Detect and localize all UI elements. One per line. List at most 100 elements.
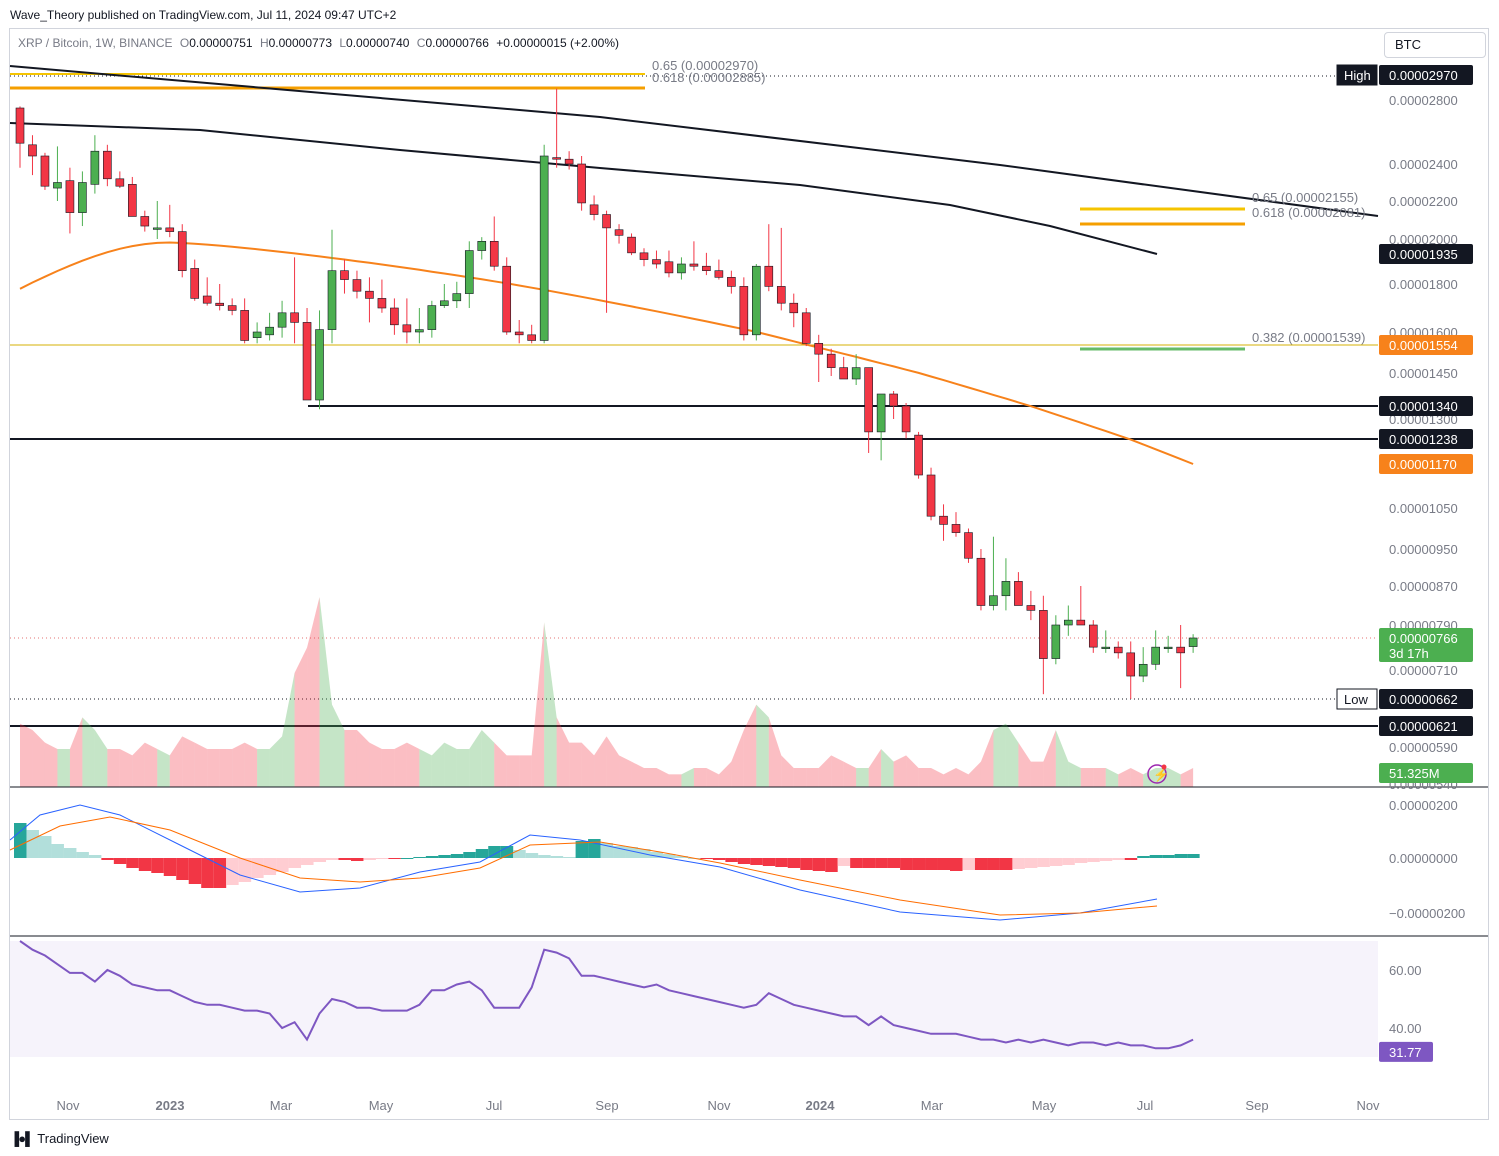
macd-histogram-bar [1124,858,1138,860]
event-lightning-icon [1147,764,1167,784]
candle-body [15,107,25,144]
open-key: O [179,36,190,50]
volume-segment [1030,761,1044,787]
volume-segment [82,717,95,787]
volume-segment [257,749,270,787]
macd-line [9,804,1158,921]
candle [340,259,349,294]
volume-segment [1118,768,1131,787]
candle-body [589,204,599,215]
macd-histogram-bar [1187,854,1200,858]
publisher-line: Wave_Theory published on TradingView.com… [10,8,397,22]
price-tag-label-bg [1336,688,1378,710]
volume-segment [119,749,133,787]
volume-segment [581,742,595,787]
volume-segment [219,749,233,787]
lightning-glyph: ⚡ [1153,767,1169,783]
candle [452,281,462,308]
candle-body [140,216,150,227]
candle-body [215,302,224,306]
volume-segment [369,742,382,787]
candle [315,310,324,410]
volume-segment [469,730,482,787]
volume-segment [194,742,208,787]
volume-segment [307,597,320,787]
volume-segment [506,755,520,787]
price-axis-tick: 0.00000590 [1389,740,1458,755]
candle-body [152,227,162,230]
candle-body [340,270,349,280]
candle-body [177,231,187,271]
candle [202,277,212,306]
rsi-axis-tick: 40.00 [1389,1021,1422,1036]
volume-segment [893,755,907,787]
macd-histogram-bar [737,858,751,864]
candle-body [1088,624,1098,648]
volume-segment [57,749,70,787]
macd-histogram-bar [563,857,576,858]
price-tag-bg [1379,454,1473,474]
macd-histogram-bar [550,856,564,858]
volume-segment [569,742,582,787]
macd-histogram-bar [825,858,838,872]
candle-body [939,515,948,525]
candle [1151,630,1160,670]
volume-segment [1180,768,1194,787]
candle-body [240,310,249,341]
macd-histogram-bar [313,858,327,862]
volume-segment [356,730,370,787]
candle-body [814,343,824,355]
volume-segment [731,730,744,787]
candle-body [627,236,636,254]
currency-selector[interactable]: BTC [1384,32,1486,58]
volume-segment [706,768,719,787]
macd-histogram-bar [525,853,539,858]
volume-segment [1093,768,1106,787]
price-tag-label: High [1344,68,1371,83]
candle-body [851,367,861,380]
volume-segment [931,768,944,787]
macd-histogram-bar [1099,858,1113,861]
tradingview-logo[interactable]: ▐●▌ TradingView [10,1131,109,1146]
price-tag-bg [1379,628,1473,662]
macd-histogram-bar [974,858,988,870]
candle-body [1001,581,1011,597]
candle-body [826,353,836,368]
volume-segment [232,742,245,787]
macd-histogram-bar [425,856,439,858]
candle [427,300,437,338]
volume-segment [818,755,832,787]
macd-histogram-bar [375,858,389,859]
macd-histogram-bar [88,855,102,858]
price-tag-bg [1379,429,1473,449]
price-tag-label: Low [1344,692,1368,707]
candle [390,298,399,335]
rsi-tag-bg [1379,1041,1433,1062]
macd-histogram-bar [176,858,189,880]
macd-histogram-bar [101,858,114,860]
price-tag-bg [1379,689,1473,709]
candle [140,210,150,232]
price-axis-tick: 0.00001800 [1389,277,1458,292]
change-value: +0.00000015 (+2.00%) [496,36,619,50]
volume-segment [781,755,794,787]
volume-segment [843,761,857,787]
candle-body [365,290,374,299]
volume-segment [1018,742,1031,787]
macd-histogram-bar [326,858,339,860]
candle [677,257,686,280]
candle-body [689,263,699,267]
fib-label-right-065: 0.65 (0.00002155) [1252,190,1358,205]
candle [801,308,811,347]
symbol-label[interactable]: XRP / Bitcoin, 1W, BINANCE [18,36,173,50]
volume-segment [594,736,607,787]
candle [440,284,449,308]
volume-segment [918,768,932,787]
event-dot-icon [1161,764,1167,770]
macd-histogram-bar [775,858,788,867]
time-axis-label: Nov [707,1098,731,1113]
candle-body [128,184,137,217]
volume-segment [444,742,457,787]
macd-histogram-bar [837,858,851,866]
